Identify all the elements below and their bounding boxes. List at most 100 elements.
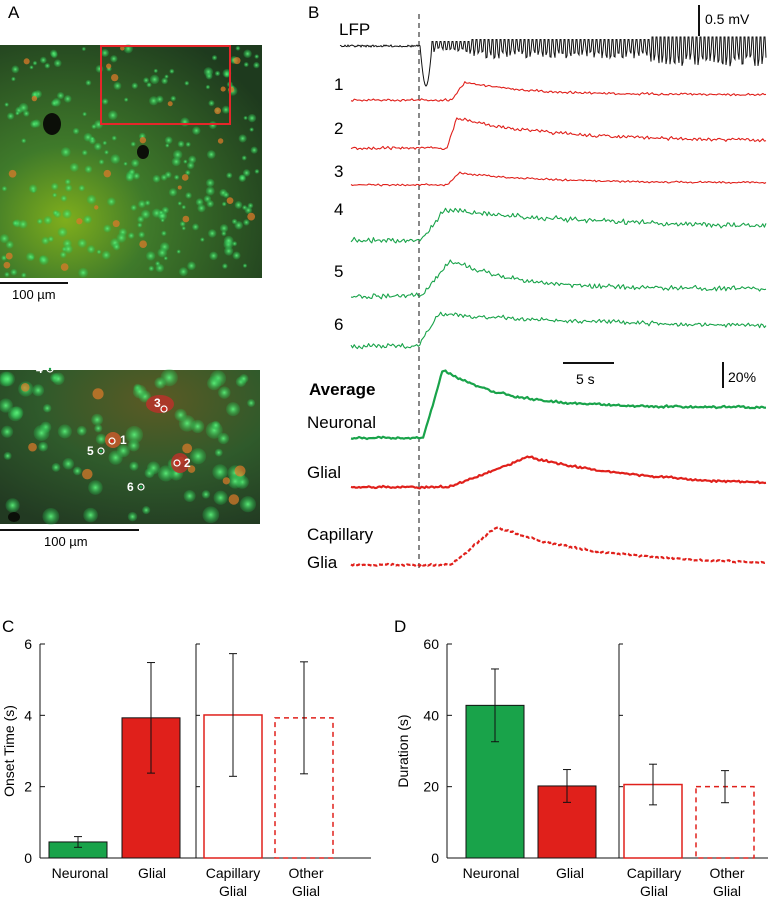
traces-group	[339, 36, 767, 567]
neuron-soma	[60, 195, 68, 202]
lfp-label: LFP	[339, 20, 370, 39]
neuron-soma	[47, 236, 54, 243]
panel-b-letter: B	[308, 3, 319, 22]
neuron-soma	[53, 59, 62, 68]
neuron-soma	[49, 49, 58, 58]
neuron-soma	[86, 194, 97, 205]
neuron-soma	[205, 84, 211, 90]
scale-bar-label: 100 µm	[12, 287, 56, 302]
neuron-soma	[185, 169, 191, 176]
panel-a-letter: A	[8, 3, 20, 22]
neuron-soma	[137, 200, 146, 208]
astrocyte-soma	[167, 101, 173, 107]
chart-onset-time: 0 2 4 6 Onset Time (s) Neuronal Glial Capillary…	[1, 636, 371, 899]
neuron-soma	[77, 238, 87, 248]
neuron-soma	[176, 249, 181, 254]
neuron-soma	[200, 237, 205, 242]
neuron-soma	[44, 62, 51, 69]
y-tick-label: 4	[24, 707, 32, 723]
astrocyte-soma	[103, 169, 112, 178]
neuron-soma	[190, 448, 207, 465]
astrocyte-soma	[139, 136, 147, 144]
neuron-soma	[5, 498, 20, 513]
neuron-soma	[219, 224, 229, 233]
neuron-soma	[170, 95, 177, 102]
cell-trace-5	[350, 259, 767, 300]
neuron-soma	[222, 263, 228, 269]
neuron-soma	[57, 424, 72, 439]
astrocyte-soma	[106, 63, 112, 69]
category-label: Other	[709, 865, 744, 881]
neuron-soma	[31, 90, 39, 98]
trace-label: 3	[334, 162, 343, 181]
neuron-soma	[192, 126, 201, 135]
neuron-soma	[65, 184, 73, 192]
neuron-soma	[116, 444, 130, 458]
trace-label: 6	[334, 315, 343, 334]
neuron-soma	[238, 134, 247, 143]
neuron-soma	[62, 209, 72, 219]
neuron-soma	[203, 67, 214, 77]
neuron-soma	[26, 252, 35, 262]
neuron-soma	[32, 384, 45, 397]
neuron-soma	[112, 243, 121, 251]
neuron-soma	[181, 204, 186, 210]
neuron-soma	[143, 77, 150, 84]
neuron-soma	[95, 433, 107, 445]
neuron-soma	[72, 466, 82, 476]
cell-marker-dot	[175, 461, 179, 465]
neuron-soma	[41, 236, 50, 245]
neuron-soma	[12, 220, 19, 227]
neuron-soma	[52, 192, 58, 198]
category-label: Glial	[556, 865, 584, 881]
neuron-soma	[84, 165, 93, 174]
neuron-soma	[247, 113, 257, 123]
neuron-soma	[127, 511, 138, 522]
neuron-soma	[127, 232, 135, 239]
astrocyte-soma	[177, 185, 182, 190]
neuron-soma	[10, 406, 24, 420]
neuron-soma	[130, 204, 137, 211]
neuron-soma	[179, 221, 186, 227]
neuron-soma	[146, 461, 161, 475]
neuron-soma	[63, 244, 73, 254]
neuron-soma	[3, 451, 12, 460]
neuron-soma	[100, 48, 109, 57]
astrocyte-soma	[31, 95, 38, 102]
average-title: Average	[309, 380, 375, 399]
neuron-soma	[132, 172, 141, 180]
astrocyte-soma	[234, 465, 246, 477]
astrocyte-soma	[76, 218, 83, 225]
cell-trace-4	[350, 207, 767, 244]
neuron-soma	[78, 267, 89, 278]
cell-marker	[173, 459, 181, 467]
neuron-soma	[161, 77, 168, 85]
neuron-soma	[38, 441, 49, 452]
astrocyte-soma	[139, 240, 147, 249]
neuron-soma	[160, 218, 165, 223]
neuron-soma	[88, 480, 103, 495]
cell-marker-dot	[48, 367, 52, 371]
neuron-soma	[1, 425, 14, 438]
neuron-soma	[42, 507, 60, 525]
neuron-soma	[101, 98, 109, 105]
neuron-soma	[243, 62, 249, 68]
neuron-soma	[146, 82, 152, 88]
cell-number: 6	[127, 480, 134, 494]
astrocyte-soma	[214, 107, 222, 115]
neuron-soma	[0, 371, 15, 387]
astrocyte-soma	[82, 468, 93, 480]
astrocyte-soma	[5, 252, 13, 260]
cell-trace-6	[350, 311, 767, 350]
neuron-soma	[239, 496, 256, 513]
neuron-soma	[52, 209, 59, 216]
neuron-soma	[207, 229, 217, 238]
lfp-scale-label: 0.5 mV	[705, 11, 750, 27]
neuron-soma	[241, 155, 247, 161]
category-label: Capillary	[627, 865, 681, 881]
neuron-soma	[185, 192, 192, 199]
neuron-soma	[242, 263, 248, 268]
neuron-soma	[6, 112, 15, 120]
neuron-soma	[211, 420, 221, 430]
neuron-soma	[153, 68, 158, 73]
